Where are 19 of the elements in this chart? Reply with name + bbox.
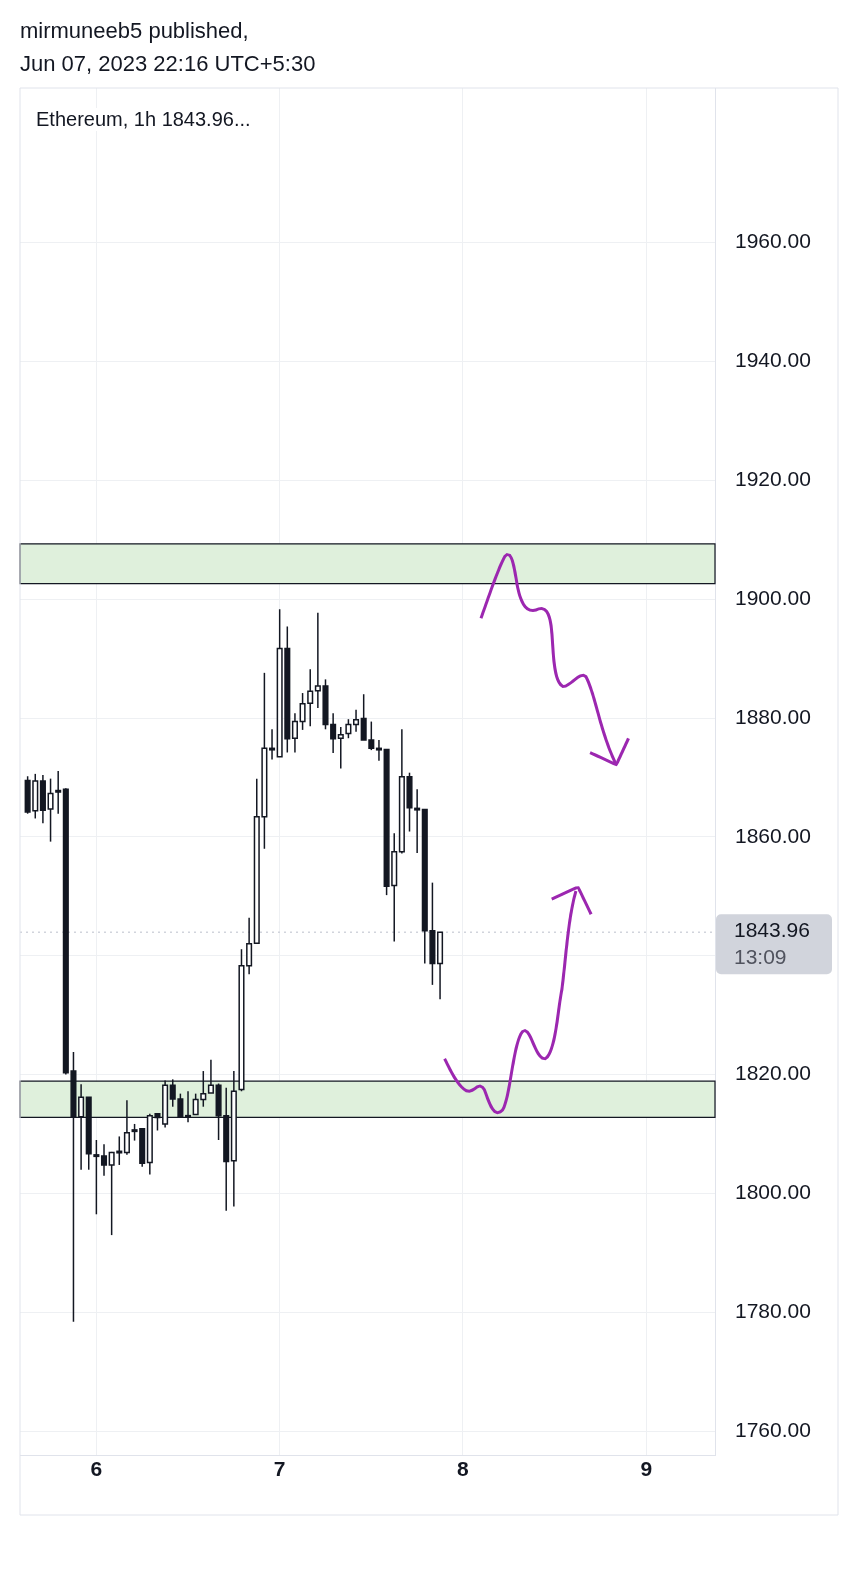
- y-tick-label: 1960.00: [735, 229, 811, 253]
- y-tick-label: 1880.00: [735, 704, 811, 728]
- text: Jun 07, 2023 22:16 UTC+5:30: [20, 50, 316, 78]
- x-tick-label: 6: [90, 1457, 103, 1481]
- x-tick-label: 9: [640, 1457, 653, 1481]
- text: mirmuneeb5 published,: [20, 17, 250, 45]
- text: Ethereum, 1h 1843.96...: [36, 108, 251, 131]
- x-tick-label: 7: [273, 1457, 286, 1481]
- y-tick-label: 1920.00: [735, 467, 811, 491]
- text: 13:09: [734, 945, 787, 969]
- y-tick-label: 1820.00: [735, 1061, 811, 1085]
- ref-line-label: 1843.96: [734, 918, 810, 942]
- y-tick-label: 1940.00: [735, 348, 811, 372]
- y-tick-label: 1780.00: [735, 1299, 811, 1323]
- y-tick-label: 1760.00: [735, 1418, 811, 1442]
- x-tick-label: 8: [457, 1457, 470, 1481]
- y-tick-label: 1800.00: [735, 1180, 811, 1204]
- y-tick-label: 1900.00: [735, 585, 811, 609]
- y-tick-label: 1860.00: [735, 823, 811, 847]
